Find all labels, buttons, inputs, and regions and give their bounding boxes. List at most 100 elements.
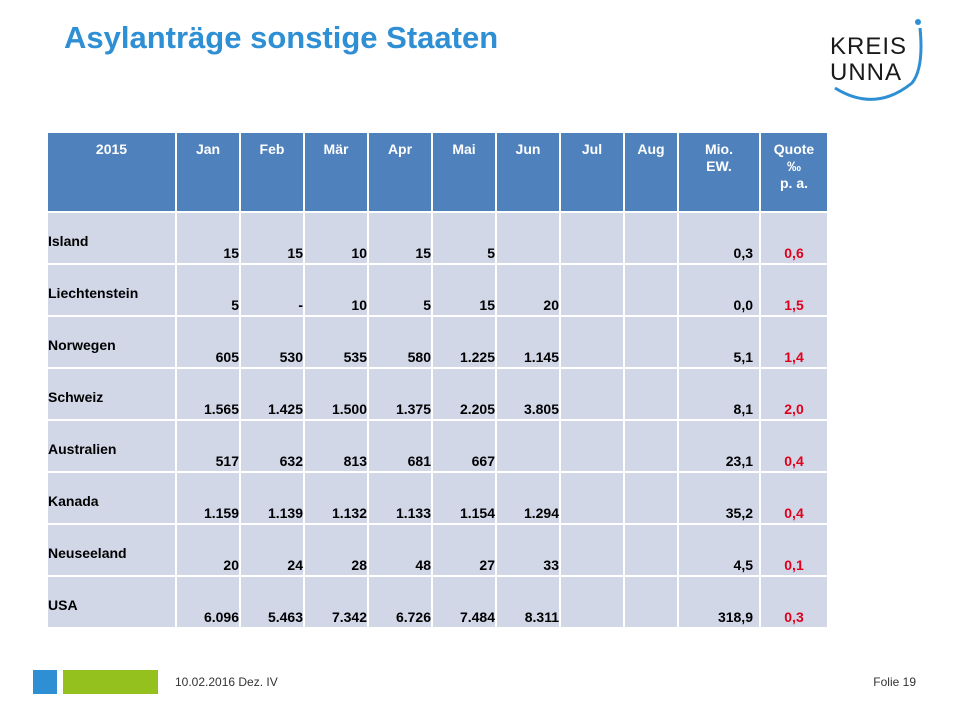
cell-quote: 0,6 xyxy=(760,211,829,264)
cell-jan: 1.565 xyxy=(176,367,241,420)
cell-quote: 1,4 xyxy=(760,315,829,368)
cell-feb: 530 xyxy=(240,315,305,368)
cell-mio: 4,5 xyxy=(678,523,761,576)
cell-jun: 8.311 xyxy=(496,575,561,627)
header-jun: Jun xyxy=(496,133,561,212)
cell-jul xyxy=(560,211,625,264)
cell-jul xyxy=(560,419,625,472)
cell-feb: 1.139 xyxy=(240,471,305,524)
cell-feb: 632 xyxy=(240,419,305,472)
cell-jun: 33 xyxy=(496,523,561,576)
cell-jun: 1.294 xyxy=(496,471,561,524)
cell-quote: 2,0 xyxy=(760,367,829,420)
header-mio-line1: Mio. xyxy=(705,141,733,157)
cell-country: Liechtenstein xyxy=(48,263,177,316)
cell-country: Island xyxy=(48,211,177,264)
table-row: Liechtenstein 5-10 5 15 20 0,0 1,5 xyxy=(48,263,829,316)
table-row: Island 15 15 10 15 5 0,3 0,6 xyxy=(48,211,829,264)
cell-feb: 5.463 xyxy=(240,575,305,627)
header-quote: Quote ‰ p. a. xyxy=(760,133,829,212)
cell-jan: 20 xyxy=(176,523,241,576)
cell-aug xyxy=(624,471,679,524)
header-mio-line2: EW. xyxy=(706,158,732,174)
cell-aug xyxy=(624,419,679,472)
footer-date: 10.02.2016 Dez. IV xyxy=(175,675,278,689)
cell-quote: 0,3 xyxy=(760,575,829,627)
cell-jul xyxy=(560,367,625,420)
cell-country: Schweiz xyxy=(48,367,177,420)
cell-mar: 1.132 xyxy=(304,471,369,524)
cell-mai: 27 xyxy=(432,523,497,576)
header-jan: Jan xyxy=(176,133,241,212)
logo-dot xyxy=(915,19,921,25)
cell-jan: 15 xyxy=(176,211,241,264)
cell-country: Norwegen xyxy=(48,315,177,368)
cell-mai: 15 xyxy=(432,263,497,316)
asylum-table: 2015 Jan Feb Mär Apr Mai Jun Jul Aug Mio… xyxy=(48,133,829,627)
cell-quote: 0,4 xyxy=(760,419,829,472)
cell-jun xyxy=(496,211,561,264)
cell-jul xyxy=(560,315,625,368)
cell-aug xyxy=(624,263,679,316)
cell-jul xyxy=(560,263,625,316)
cell-apr: 15 xyxy=(368,211,433,264)
cell-mar: 10 xyxy=(304,211,369,264)
cell-jan: 6.096 xyxy=(176,575,241,627)
cell-mio: 0,3 xyxy=(678,211,761,264)
cell-apr: 5 xyxy=(368,263,433,316)
logo-line2: UNNA xyxy=(830,59,902,86)
cell-apr: 48 xyxy=(368,523,433,576)
cell-aug xyxy=(624,315,679,368)
cell-apr: 6.726 xyxy=(368,575,433,627)
header-quote-line1: Quote xyxy=(773,141,815,157)
cell-jun xyxy=(496,419,561,472)
cell-feb: 24 xyxy=(240,523,305,576)
cell-country: Australien xyxy=(48,419,177,472)
cell-mar: 10 xyxy=(304,263,369,316)
cell-mio: 8,1 xyxy=(678,367,761,420)
cell-country: Neuseeland xyxy=(48,523,177,576)
cell-mai: 1.225 xyxy=(432,315,497,368)
cell-mai: 667 xyxy=(432,419,497,472)
cell-mio: 5,1 xyxy=(678,315,761,368)
cell-jun: 3.805 xyxy=(496,367,561,420)
cell-mar: 28 xyxy=(304,523,369,576)
page-title: Asylanträge sonstige Staaten xyxy=(64,20,499,55)
cell-jan: 1.159 xyxy=(176,471,241,524)
table-row: Norwegen 605 530 535 580 1.225 1.145 5,1 1,4 xyxy=(48,315,829,368)
cell-country: Kanada xyxy=(48,471,177,524)
cell-mio: 35,2 xyxy=(678,471,761,524)
cell-mai: 1.154 xyxy=(432,471,497,524)
table-row: Australien 517 632 813 681 667 23,1 0,4 xyxy=(48,419,829,472)
cell-apr: 1.375 xyxy=(368,367,433,420)
cell-jun: 1.145 xyxy=(496,315,561,368)
cell-jan: 517 xyxy=(176,419,241,472)
header-mar: Mär xyxy=(304,133,369,212)
table-header-row: 2015 Jan Feb Mär Apr Mai Jun Jul Aug Mio… xyxy=(48,133,829,212)
cell-quote: 0,4 xyxy=(760,471,829,524)
header-quote-line3: p. a. xyxy=(779,175,808,191)
header-mai: Mai xyxy=(432,133,497,212)
cell-mio: 23,1 xyxy=(678,419,761,472)
cell-mai: 2.205 xyxy=(432,367,497,420)
cell-mio: 318,9 xyxy=(678,575,761,627)
cell-aug xyxy=(624,575,679,627)
cell-quote: 0,1 xyxy=(760,523,829,576)
cell-jan: 5 xyxy=(176,263,241,316)
cell-apr: 1.133 xyxy=(368,471,433,524)
cell-mar: 813 xyxy=(304,419,369,472)
table-row: Schweiz 1.565 1.425 1.500 1.375 2.205 3.805 8,1… xyxy=(48,367,829,420)
logo-line1: KREIS xyxy=(830,33,907,60)
footer-blue-block xyxy=(33,670,57,694)
header-year: 2015 xyxy=(48,133,177,212)
cell-feb: 15 xyxy=(240,211,305,264)
cell-mar: 7.342 xyxy=(304,575,369,627)
cell-mai: 5 xyxy=(432,211,497,264)
footer-green-block xyxy=(63,670,158,694)
cell-apr: 580 xyxy=(368,315,433,368)
logo-arc xyxy=(834,27,923,101)
cell-jul xyxy=(560,523,625,576)
cell-jul xyxy=(560,471,625,524)
cell-apr: 681 xyxy=(368,419,433,472)
cell-quote: 1,5 xyxy=(760,263,829,316)
